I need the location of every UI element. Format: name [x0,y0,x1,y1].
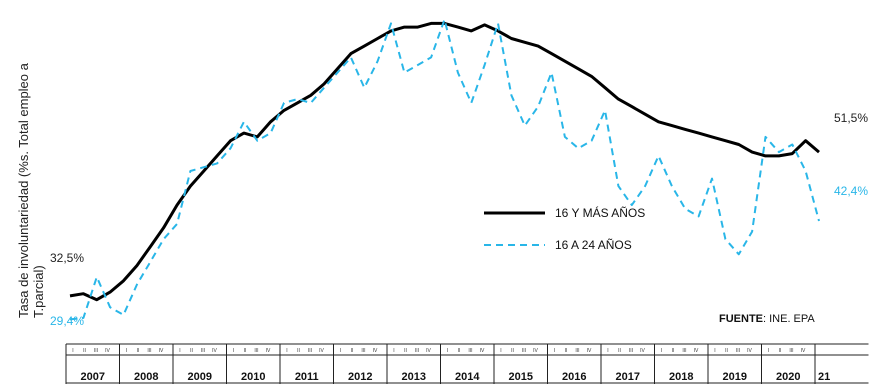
quarter-tick-label: II [725,348,728,354]
quarter-tick-label: II [458,348,461,354]
quarter-tick-label: II [297,348,300,354]
source-note: FUENTE: INE. EPA [719,313,815,325]
quarter-tick-label: III [789,348,793,354]
quarter-tick-label: I [554,348,555,354]
series-layer [69,18,820,321]
quarter-tick-label: I [768,348,769,354]
quarter-tick-label: IV [533,348,538,354]
series-line-youth [69,18,820,321]
quarter-tick-label: II [779,348,782,354]
quarter-tick-label: I [179,348,180,354]
quarter-tick-label: IV [373,348,378,354]
quarter-tick-label: II [244,348,247,354]
quarter-tick-label: I [500,348,501,354]
source-label: FUENTE [719,313,763,325]
quarter-tick-label: III [201,348,205,354]
quarter-tick-label: I [126,348,127,354]
year-tick-label: 2019 [723,371,747,383]
year-tick-label: 21 [818,371,830,383]
quarter-tick-label: IV [587,348,592,354]
year-tick-label: 2016 [562,371,586,383]
quarter-tick-label: II [190,348,193,354]
quarter-tick-label: III [308,348,312,354]
adult-start-label: 32,5% [50,251,84,265]
quarter-tick-label: I [286,348,287,354]
year-tick-label: 2007 [81,371,105,383]
year-tick-label: 2010 [241,371,265,383]
youth-start-label: 29,4% [50,314,84,328]
legend: 16 Y MÁS AÑOS 16 A 24 AÑOS [484,205,645,252]
legend-label-adults: 16 Y MÁS AÑOS [555,205,645,220]
quarter-tick-label: II [137,348,140,354]
year-tick-label: 2018 [669,371,693,383]
quarter-tick-label: I [72,348,73,354]
quarter-tick-label: III [94,348,98,354]
quarter-tick-label: II [351,348,354,354]
quarter-tick-label: IV [159,348,164,354]
year-tick-label: 2011 [295,371,319,383]
quarter-tick-label: I [233,348,234,354]
quarter-tick-label: III [629,348,633,354]
adult-end-label: 51,5% [834,111,868,125]
quarter-tick-label: IV [640,348,645,354]
quarter-tick-label: IV [105,348,110,354]
quarter-tick-label: I [607,348,608,354]
quarter-tick-label: III [468,348,472,354]
quarter-tick-label: III [736,348,740,354]
quarter-tick-label: IV [480,348,485,354]
y-axis-label: Tasa de involuntariedad (%s. Total emple… [16,60,46,318]
quarter-tick-label: II [565,348,568,354]
legend-label-youth: 16 A 24 AÑOS [555,238,632,252]
quarter-tick-label: II [672,348,675,354]
quarter-tick-label: I [447,348,448,354]
source-text: : INE. EPA [763,313,815,325]
quarter-tick-label: I [393,348,394,354]
year-tick-label: 2020 [776,371,800,383]
year-tick-label: 2012 [348,371,372,383]
quarter-tick-label: III [575,348,579,354]
quarter-tick-label: III [147,348,151,354]
year-tick-label: 2013 [402,371,426,383]
quarter-tick-label: III [682,348,686,354]
youth-end-label: 42,4% [834,184,868,198]
quarter-tick-label: IV [266,348,271,354]
quarter-tick-label: I [714,348,715,354]
quarter-tick-label: II [83,348,86,354]
quarter-tick-label: III [522,348,526,354]
year-tick-label: 2014 [455,371,480,383]
quarter-tick-label: IV [426,348,431,354]
quarter-tick-label: I [661,348,662,354]
quarter-tick-label: IV [319,348,324,354]
quarter-tick-label: II [404,348,407,354]
y-axis-label-line-1: Tasa de involuntariedad (%s. Total emple… [16,62,31,318]
y-axis-label-line-2: T.parcial) [31,265,46,318]
quarter-tick-label: III [361,348,365,354]
svg-text:FUENTE: INE. EPA: FUENTE: INE. EPA [719,313,815,325]
year-tick-label: 2008 [134,371,158,383]
year-tick-label: 2015 [509,371,533,383]
quarter-tick-label: IV [747,348,752,354]
quarter-tick-label: I [340,348,341,354]
quarter-tick-label: II [618,348,621,354]
quarter-tick-label: IV [801,348,806,354]
quarter-tick-label: IV [694,348,699,354]
quarter-tick-label: II [511,348,514,354]
year-tick-label: 2017 [616,371,640,383]
quarter-tick-label: III [254,348,258,354]
quarter-tick-label: III [415,348,419,354]
quarter-tick-label: IV [212,348,217,354]
year-tick-label: 2009 [188,371,212,383]
series-line-adults [69,21,820,302]
